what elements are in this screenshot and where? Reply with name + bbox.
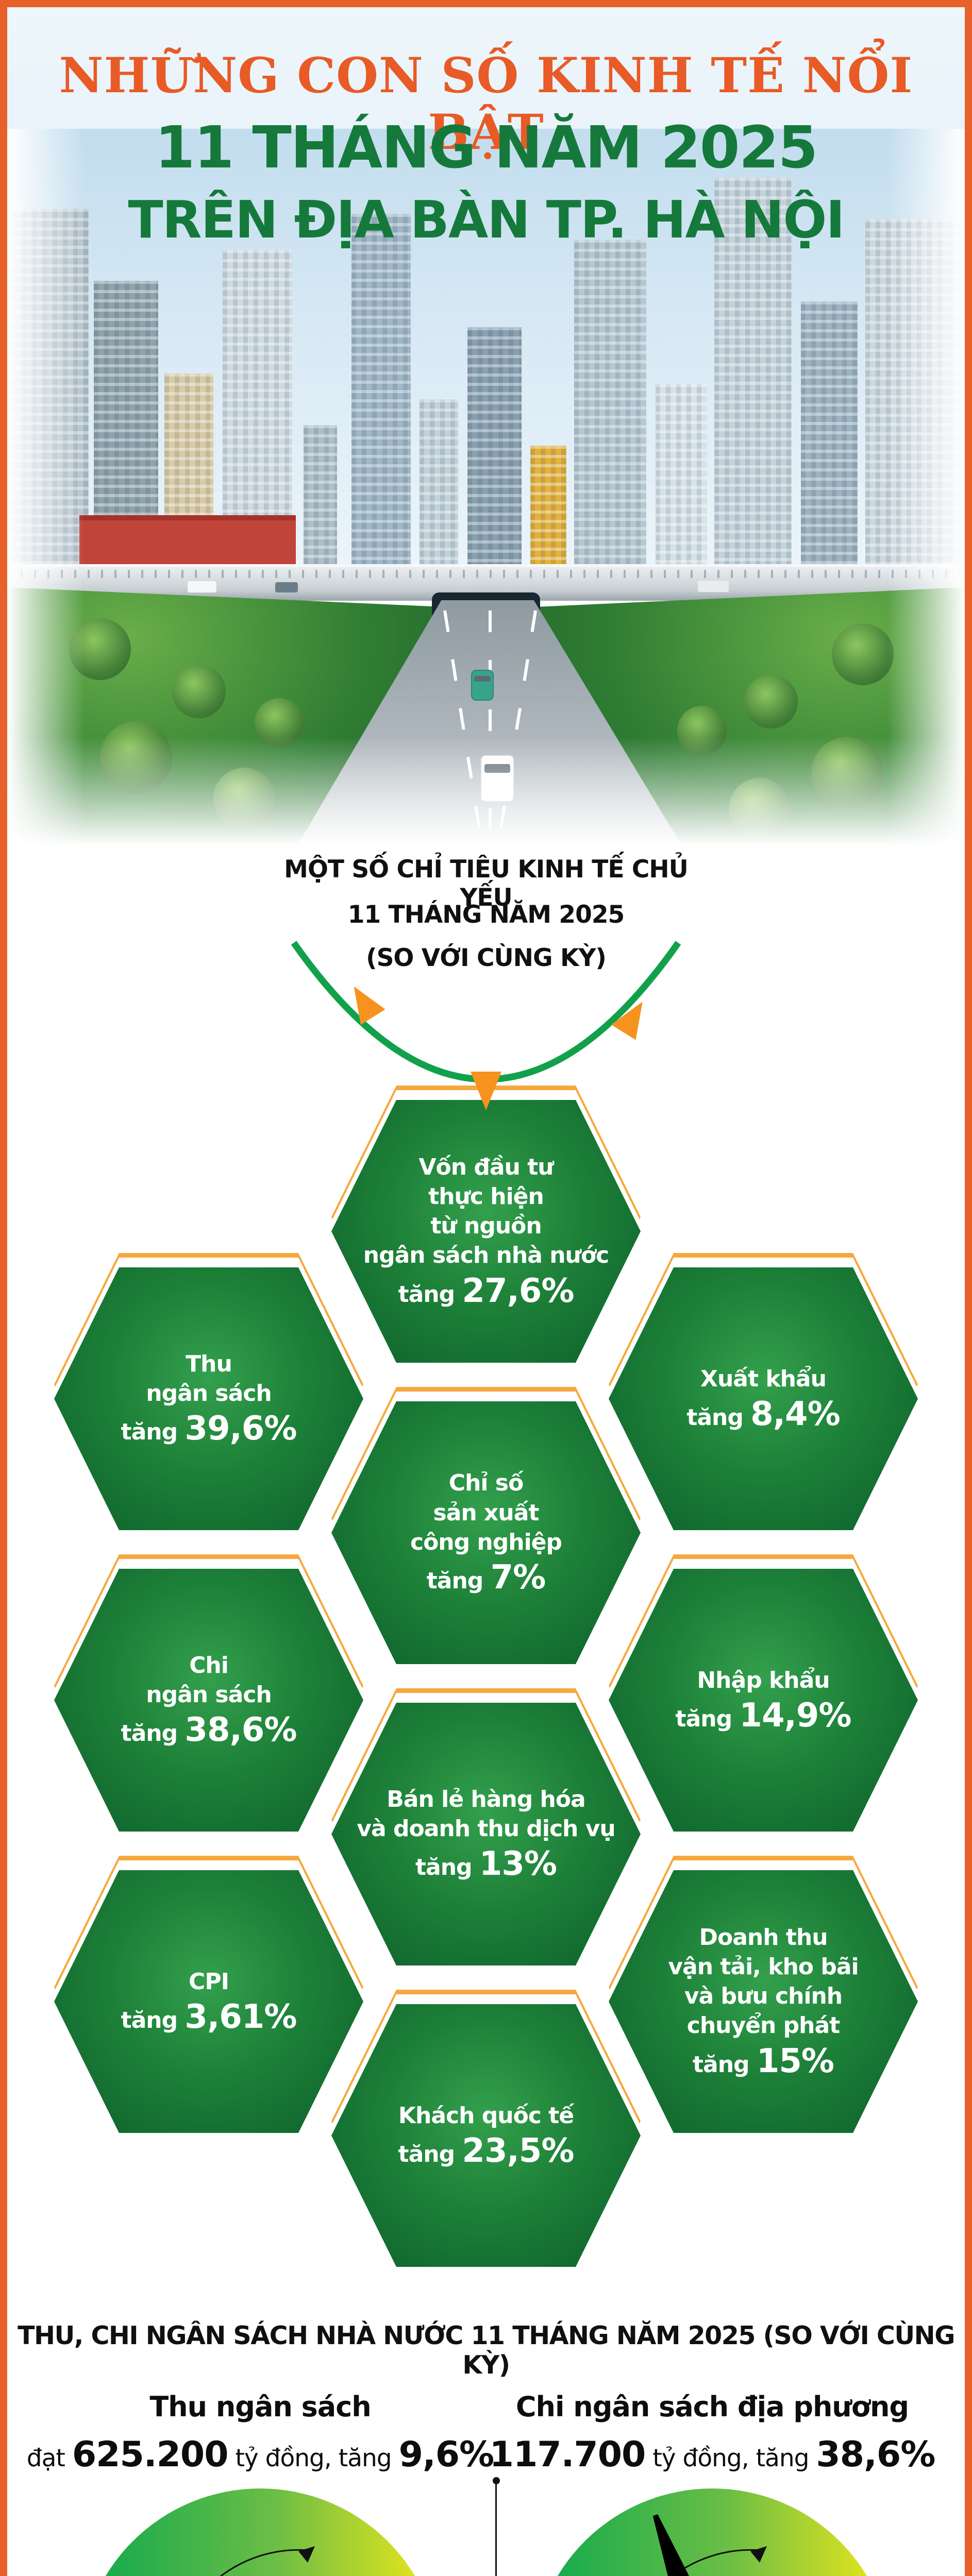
key-indicators-badge: MỘT SỐ CHỈ TIÊU KINH TẾ CHỦ YẾU 11 THÁNG… — [258, 804, 714, 1123]
photo-fade — [7, 737, 965, 860]
hexagon-exports: Xuất khẩu tăng 8,4% — [609, 1253, 918, 1530]
value: 39,6% — [185, 1410, 297, 1448]
trend-arrowhead-icon — [750, 2546, 767, 2563]
badge-line-1: MỘT SỐ CHỈ TIÊU KINH TẾ CHỦ YẾU — [284, 855, 689, 912]
badge-line-2: 11 THÁNG NĂM 2025 — [347, 901, 625, 929]
gauge-needle — [652, 2514, 726, 2576]
value: 23,5% — [462, 2131, 574, 2170]
trend-arrowhead-icon — [298, 2546, 315, 2563]
value: 13% — [479, 1845, 557, 1884]
gauge-value-chi: 117.700 tỷ đồng, tăng 38,6% — [489, 2434, 936, 2475]
hexagon-cpi: CPI tăng 3,61% — [54, 1856, 363, 2133]
main-title: NHỮNG CON SỐ KINH TẾ NỔI BẬT — [59, 47, 913, 161]
arrow-up-right-icon — [611, 1002, 643, 1040]
hexagon-international-visitors: Khách quốc tế tăng 23,5% — [331, 1990, 641, 2267]
hexagon-budget-spending: Chi ngân sách tăng 38,6% — [54, 1554, 363, 1832]
value: 27,6% — [462, 1272, 574, 1310]
gauge-label-chi: Chi ngân sách địa phương — [515, 2391, 909, 2423]
budget-section-title: THU, CHI NGÂN SÁCH NHÀ NƯỚC 11 THÁNG NĂM… — [18, 2321, 955, 2380]
hexagon-transport-revenue: Doanh thu vận tải, kho bãi và bưu chính chu… — [609, 1856, 918, 2133]
value: 14,9% — [739, 1696, 851, 1735]
palm-canopy — [172, 665, 226, 718]
palm-canopy — [744, 675, 798, 728]
value: 15% — [756, 2042, 834, 2080]
hexagon-retail: Bán lẻ hàng hóa và doanh thu dịch vụ tăng… — [331, 1688, 641, 1965]
palm-canopy — [832, 623, 894, 685]
subtitle-location: TRÊN ĐỊA BÀN TP. HÀ NỘI — [128, 190, 845, 250]
hexagon-industrial-production: Chỉ số sản xuất công nghiệp tăng 7% — [331, 1387, 641, 1664]
gauge-budget-spending: 100% — [557, 2488, 867, 2576]
badge-arc — [291, 941, 681, 1110]
gauge-divider — [495, 2481, 497, 2576]
gauge-label-thu: Thu ngân sách — [149, 2391, 371, 2423]
gauge-value-thu: đạt 625.200 tỷ đồng, tăng 9,6% — [26, 2434, 494, 2475]
hexagon-imports: Nhập khẩu tăng 14,9% — [609, 1554, 918, 1832]
gauge-budget-revenue: 100% — [105, 2488, 415, 2576]
hexagon-public-investment: Vốn đầu tư thực hiện từ nguồn ngân sách nhà… — [331, 1086, 641, 1363]
value: 3,61% — [185, 1997, 297, 2036]
subtitle-period: 11 THÁNG NĂM 2025 — [155, 114, 818, 181]
value: 38,6% — [185, 1711, 297, 1750]
value: 8,4% — [750, 1395, 840, 1433]
hexagon-budget-revenue: Thu ngân sách tăng 39,6% — [54, 1253, 363, 1530]
arrow-up-left-icon — [354, 986, 386, 1025]
badge-line-3: (SO VỚI CÙNG KỲ) — [366, 944, 607, 972]
value: 7% — [490, 1558, 546, 1597]
city-photo — [7, 129, 965, 860]
car-green — [471, 670, 494, 701]
arrow-down-icon — [471, 1072, 501, 1110]
